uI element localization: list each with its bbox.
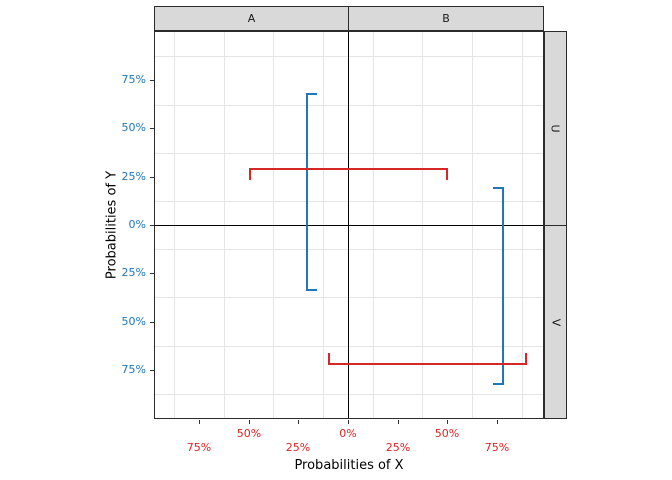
facet-strip-label: B <box>442 12 450 25</box>
y-axis-title: Probabilities of Y <box>104 170 120 280</box>
y-tick-mark <box>150 273 154 274</box>
y-tick-mark <box>150 177 154 178</box>
y-tick-label: 25% <box>121 266 146 279</box>
x-tick-mark <box>199 420 200 424</box>
x-tick-label: 75% <box>186 441 212 454</box>
facet-strip-label: A <box>247 12 256 25</box>
y-tick-label: 50% <box>121 315 146 328</box>
x-tick-mark <box>497 420 498 424</box>
gridline <box>155 249 543 250</box>
x-tick-label: 50% <box>236 427 262 440</box>
y-tick-mark <box>150 80 154 81</box>
facet-strip-row-u: U <box>544 31 567 226</box>
facet-strip-row-v: V <box>544 225 567 419</box>
y-tick-mark <box>150 322 154 323</box>
facet-strip-column-b: B <box>348 6 544 31</box>
gridline <box>155 153 543 154</box>
x-tick-label: 75% <box>484 441 510 454</box>
gridline <box>155 105 543 106</box>
x-tick-mark <box>348 420 349 424</box>
y-range-bar-column-a <box>306 93 317 291</box>
y-range-bar-column-b <box>493 187 504 385</box>
x-range-bar-row-v <box>328 353 527 365</box>
y-tick-label: 75% <box>121 73 146 86</box>
x-tick-mark <box>447 420 448 424</box>
x-tick-label: 0% <box>339 427 357 440</box>
gridline <box>155 56 543 57</box>
y-tick-label: 75% <box>121 363 146 376</box>
x-tick-label: 25% <box>285 441 311 454</box>
facet-strip-label: U <box>549 124 562 133</box>
facet-strip-label: V <box>549 318 562 326</box>
x-tick-mark <box>249 420 250 424</box>
x-tick-mark <box>298 420 299 424</box>
y-tick-label: 25% <box>121 170 146 183</box>
facet-strip-column-a: A <box>154 6 349 31</box>
gridline <box>155 394 543 395</box>
x-range-bar-row-u <box>249 168 448 180</box>
x-tick-label: 25% <box>385 441 411 454</box>
gridline <box>155 201 543 202</box>
x-tick-mark <box>398 420 399 424</box>
x-tick-label: 50% <box>434 427 460 440</box>
y-tick-mark <box>150 128 154 129</box>
gridline <box>155 297 543 298</box>
gridline <box>155 346 543 347</box>
y-tick-mark <box>150 225 154 226</box>
y-tick-mark <box>150 370 154 371</box>
y-tick-label: 0% <box>128 218 146 231</box>
x-axis-title: Probabilities of X <box>294 458 404 473</box>
zero-line-horizontal <box>155 225 543 226</box>
y-tick-label: 50% <box>121 121 146 134</box>
